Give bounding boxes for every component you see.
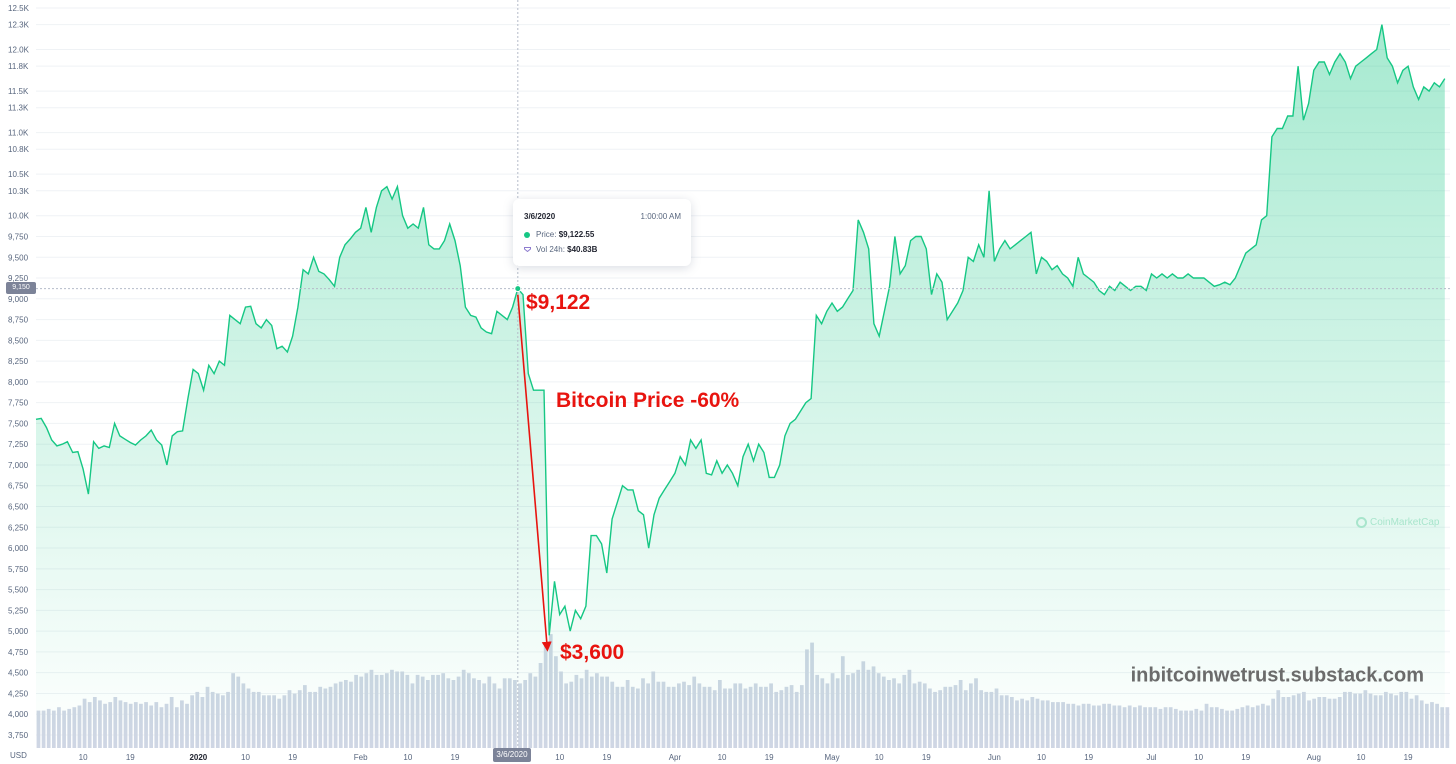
y-tick-label: 9,500: [8, 253, 29, 262]
y-tick-label: 11.0K: [8, 129, 29, 138]
y-tick-label: 5,000: [8, 627, 29, 636]
substack-watermark: inbitcoinwetrust.substack.com: [1130, 664, 1424, 687]
y-tick-label: 4,500: [8, 669, 29, 678]
x-tick-label: 19: [126, 753, 135, 762]
x-tick-label: 10: [241, 753, 250, 762]
tooltip-price-label: Price:: [536, 230, 557, 239]
x-tick-label: 10: [1357, 753, 1366, 762]
y-tick-label: 5,500: [8, 586, 29, 595]
y-tick-label: 7,000: [8, 461, 29, 470]
x-tick-label: 19: [765, 753, 774, 762]
x-tick-label: 10: [1037, 753, 1046, 762]
x-axis: 101920201019Feb1019Mar1019Apr1019May1019…: [79, 753, 1413, 762]
y-tick-label: 9,250: [8, 274, 29, 283]
x-tick-label: 10: [403, 753, 412, 762]
tooltip-volume-value: $40.83B: [567, 245, 598, 254]
tooltip-date: 3/6/2020: [524, 212, 556, 221]
x-tick-label: Jul: [1146, 753, 1156, 762]
y-tick-label: 6,500: [8, 503, 29, 512]
coinmarketcap-watermark: CoinMarketCap: [1356, 517, 1439, 528]
x-tick-label: 19: [288, 753, 297, 762]
volume-bar: [1445, 707, 1450, 748]
currency-label: USD: [10, 751, 27, 760]
y-tick-label: 10.5K: [8, 170, 30, 179]
y-tick-label: 8,000: [8, 378, 29, 387]
y-tick-label: 6,250: [8, 523, 29, 532]
tooltip-volume-row: Vol 24h: $40.83B: [524, 245, 597, 254]
drop-arrow: [517, 294, 552, 652]
y-tick-label: 10.3K: [8, 187, 30, 196]
price-area: [36, 24, 1445, 749]
x-tick-label: 2020: [189, 753, 207, 762]
tooltip-price-row: Price: $9,122.55: [524, 230, 594, 239]
y-tick-label: 7,250: [8, 440, 29, 449]
x-tick-label: 10: [555, 753, 564, 762]
x-tick-label: 10: [718, 753, 727, 762]
x-tick-label: 10: [1194, 753, 1203, 762]
hover-tooltip: 3/6/2020 1:00:00 AM Price: $9,122.55 Vol…: [513, 199, 691, 266]
y-tick-label: 5,750: [8, 565, 29, 574]
x-tick-label: 19: [602, 753, 611, 762]
x-tick-label: 10: [79, 753, 88, 762]
x-tick-label: 19: [1404, 753, 1413, 762]
trough-price-label: $3,600: [560, 641, 625, 664]
crosshair-y-label: 9,150: [6, 282, 36, 294]
coinmarketcap-text: CoinMarketCap: [1370, 517, 1440, 529]
x-tick-label: Jun: [988, 753, 1001, 762]
y-tick-label: 6,000: [8, 544, 29, 553]
y-tick-label: 8,250: [8, 357, 29, 366]
y-tick-label: 12.0K: [8, 46, 30, 55]
hover-point: [514, 285, 522, 293]
y-tick-label: 3,750: [8, 731, 29, 740]
y-tick-label: 4,250: [8, 689, 29, 698]
y-tick-label: 9,000: [8, 295, 29, 304]
x-tick-label: 19: [1084, 753, 1093, 762]
x-tick-label: Aug: [1307, 753, 1321, 762]
y-tick-label: 9,750: [8, 232, 29, 241]
x-tick-label: 10: [875, 753, 884, 762]
tooltip-volume-label: Vol 24h:: [536, 245, 565, 254]
y-tick-label: 11.5K: [8, 87, 29, 96]
y-tick-label: 5,250: [8, 606, 29, 615]
y-tick-label: 11.8K: [8, 62, 29, 71]
y-tick-label: 4,750: [8, 648, 29, 657]
y-tick-label: 12.3K: [8, 21, 30, 30]
tooltip-price-value: $9,122.55: [558, 230, 595, 239]
y-tick-label: 8,500: [8, 336, 29, 345]
x-tick-label: 19: [922, 753, 931, 762]
volume-shield-icon: [524, 247, 531, 253]
y-tick-label: 8,750: [8, 316, 29, 325]
x-tick-label: May: [824, 753, 839, 762]
y-tick-label: 10.0K: [8, 212, 30, 221]
tooltip-time: 1:00:00 AM: [640, 212, 681, 221]
y-tick-label: 6,750: [8, 482, 29, 491]
price-dot-icon: [524, 231, 530, 238]
x-tick-label: Feb: [354, 753, 368, 762]
y-axis: 3,750 4,000 4,250 4,500 4,750 5,000 5,250 5,500…: [8, 4, 30, 740]
y-tick-label: 7,750: [8, 399, 29, 408]
y-tick-label: 10.8K: [8, 145, 30, 154]
y-tick-label: 12.5K: [8, 4, 30, 13]
x-tick-label: 19: [451, 753, 460, 762]
y-tick-label: 7,500: [8, 419, 29, 428]
crosshair-x-label: 3/6/2020: [493, 748, 531, 762]
x-tick-label: Apr: [669, 753, 682, 762]
coinmarketcap-logo-icon: [1356, 517, 1367, 528]
x-tick-label: 19: [1241, 753, 1250, 762]
y-tick-label: 11.3K: [8, 104, 29, 113]
drop-percentage-label: Bitcoin Price -60%: [556, 389, 740, 412]
y-tick-label: 4,000: [8, 710, 29, 719]
price-line: [35, 24, 1446, 636]
peak-price-label: $9,122: [526, 291, 591, 314]
